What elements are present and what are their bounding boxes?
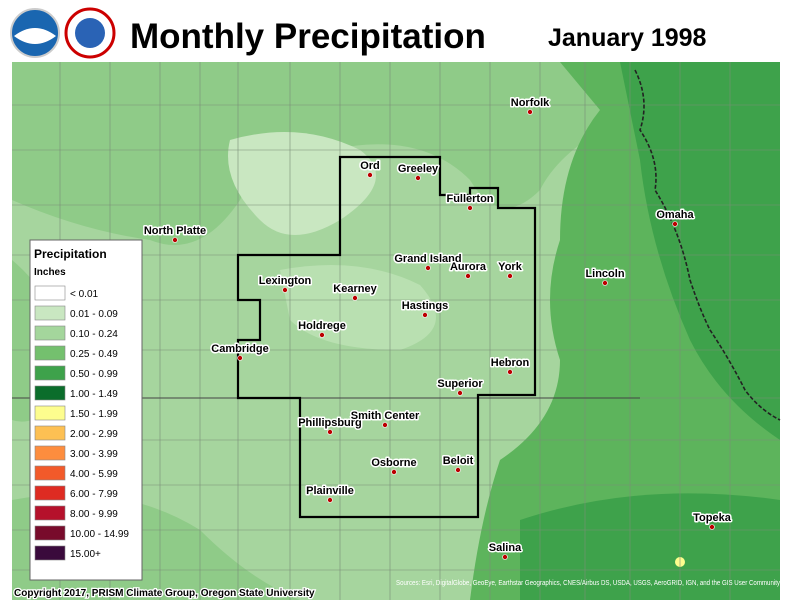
city-label: Superior	[437, 378, 483, 390]
precip-zone	[280, 265, 436, 350]
city-label: Osborne	[371, 457, 416, 469]
city-label: Greeley	[398, 163, 439, 175]
legend-swatch	[34, 325, 66, 341]
city-dot	[455, 467, 461, 473]
legend-label: 0.50 - 0.99	[70, 369, 118, 380]
city-dot	[465, 273, 471, 279]
city-dot	[352, 295, 358, 301]
city-label: Hebron	[491, 357, 530, 369]
city-dot	[709, 524, 715, 530]
title: Monthly Precipitation	[130, 17, 486, 56]
legend-label: 1.50 - 1.99	[70, 409, 118, 420]
logos	[10, 7, 116, 59]
city-label: Aurora	[450, 261, 487, 273]
city-dot	[237, 355, 243, 361]
noaa-bird	[14, 28, 56, 44]
city-dot	[415, 175, 421, 181]
city-label: Omaha	[656, 209, 694, 221]
cities: Ord Greeley Fullerton Norfolk North Platte Om…	[142, 96, 733, 560]
city-dot	[502, 554, 508, 560]
city-dot	[507, 369, 513, 375]
city-label: Ord	[360, 160, 380, 172]
city-label: Kearney	[333, 283, 377, 295]
city-label: Holdrege	[298, 320, 346, 332]
city-label: Grand Island	[394, 253, 461, 265]
city-label: North Platte	[144, 225, 206, 237]
legend-title: Precipitation	[34, 247, 107, 261]
legend-label: 8.00 - 9.99	[70, 509, 118, 520]
city-label: York	[498, 261, 523, 273]
legend-label: 2.00 - 2.99	[70, 429, 118, 440]
legend-swatch	[34, 285, 66, 301]
city-label: Beloit	[443, 455, 474, 467]
legend-swatch	[34, 525, 66, 541]
city-dot	[457, 390, 463, 396]
legend-label: 3.00 - 3.99	[70, 449, 118, 460]
legend-label: 0.10 - 0.24	[70, 329, 118, 340]
legend-swatch	[34, 505, 66, 521]
legend-label: 15.00+	[70, 549, 101, 560]
legend-label: 10.00 - 14.99	[70, 529, 129, 540]
city-dot	[602, 280, 608, 286]
legend-label: < 0.01	[70, 289, 99, 300]
city-dot	[391, 469, 397, 475]
legend-swatch	[34, 545, 66, 561]
city-dot	[367, 172, 373, 178]
city-dot	[422, 312, 428, 318]
city-dot	[425, 265, 431, 271]
nws-inner	[75, 18, 105, 48]
legend-units: Inches	[34, 267, 66, 278]
legend-label: 0.01 - 0.09	[70, 309, 118, 320]
city-dot	[172, 237, 178, 243]
city-dot	[319, 332, 325, 338]
legend-label: 1.00 - 1.49	[70, 389, 118, 400]
city-label: Fullerton	[446, 193, 493, 205]
city-label: Norfolk	[511, 97, 550, 109]
legend-swatch	[34, 465, 66, 481]
legend-swatch	[34, 445, 66, 461]
city-dot	[527, 109, 533, 115]
precip-zone	[12, 62, 780, 245]
city-label: Topeka	[693, 512, 732, 524]
legend-label: 0.25 - 0.49	[70, 349, 118, 360]
copyright: Copyright 2017, PRISM Climate Group, Ore…	[14, 588, 315, 599]
legend-swatch	[34, 485, 66, 501]
legend-swatch	[34, 425, 66, 441]
legend: Precipitation Inches < 0.01 0.01 - 0.09 0.…	[29, 239, 143, 581]
city-label: Lexington	[259, 275, 312, 287]
legend-swatch	[34, 305, 66, 321]
city-dot	[327, 497, 333, 503]
city-label: Plainville	[306, 485, 354, 497]
river	[634, 69, 781, 421]
legend-label: 4.00 - 5.99	[70, 469, 118, 480]
city-dot	[672, 221, 678, 227]
city-label: Hastings	[402, 300, 448, 312]
city-label: Cambridge	[211, 343, 268, 355]
city-label: Smith Center	[351, 410, 420, 422]
legend-swatch	[34, 365, 66, 381]
city-dot	[282, 287, 288, 293]
sources: Sources: Esri, DigitalGlobe, GeoEye, Ear…	[396, 580, 780, 587]
city-label: Salina	[489, 542, 522, 554]
city-label: Phillipsburg	[298, 417, 362, 429]
city-dot	[507, 273, 513, 279]
cwa-outline	[236, 155, 537, 519]
legend-swatch	[34, 345, 66, 361]
date: January 1998	[548, 24, 707, 52]
legend-swatch	[34, 405, 66, 421]
city-dot	[467, 205, 473, 211]
legend-swatch	[34, 385, 66, 401]
city-dot	[382, 422, 388, 428]
legend-label: 6.00 - 7.99	[70, 489, 118, 500]
city-label: Lincoln	[585, 268, 624, 280]
precip-zone	[620, 62, 780, 440]
city-dot	[327, 429, 333, 435]
